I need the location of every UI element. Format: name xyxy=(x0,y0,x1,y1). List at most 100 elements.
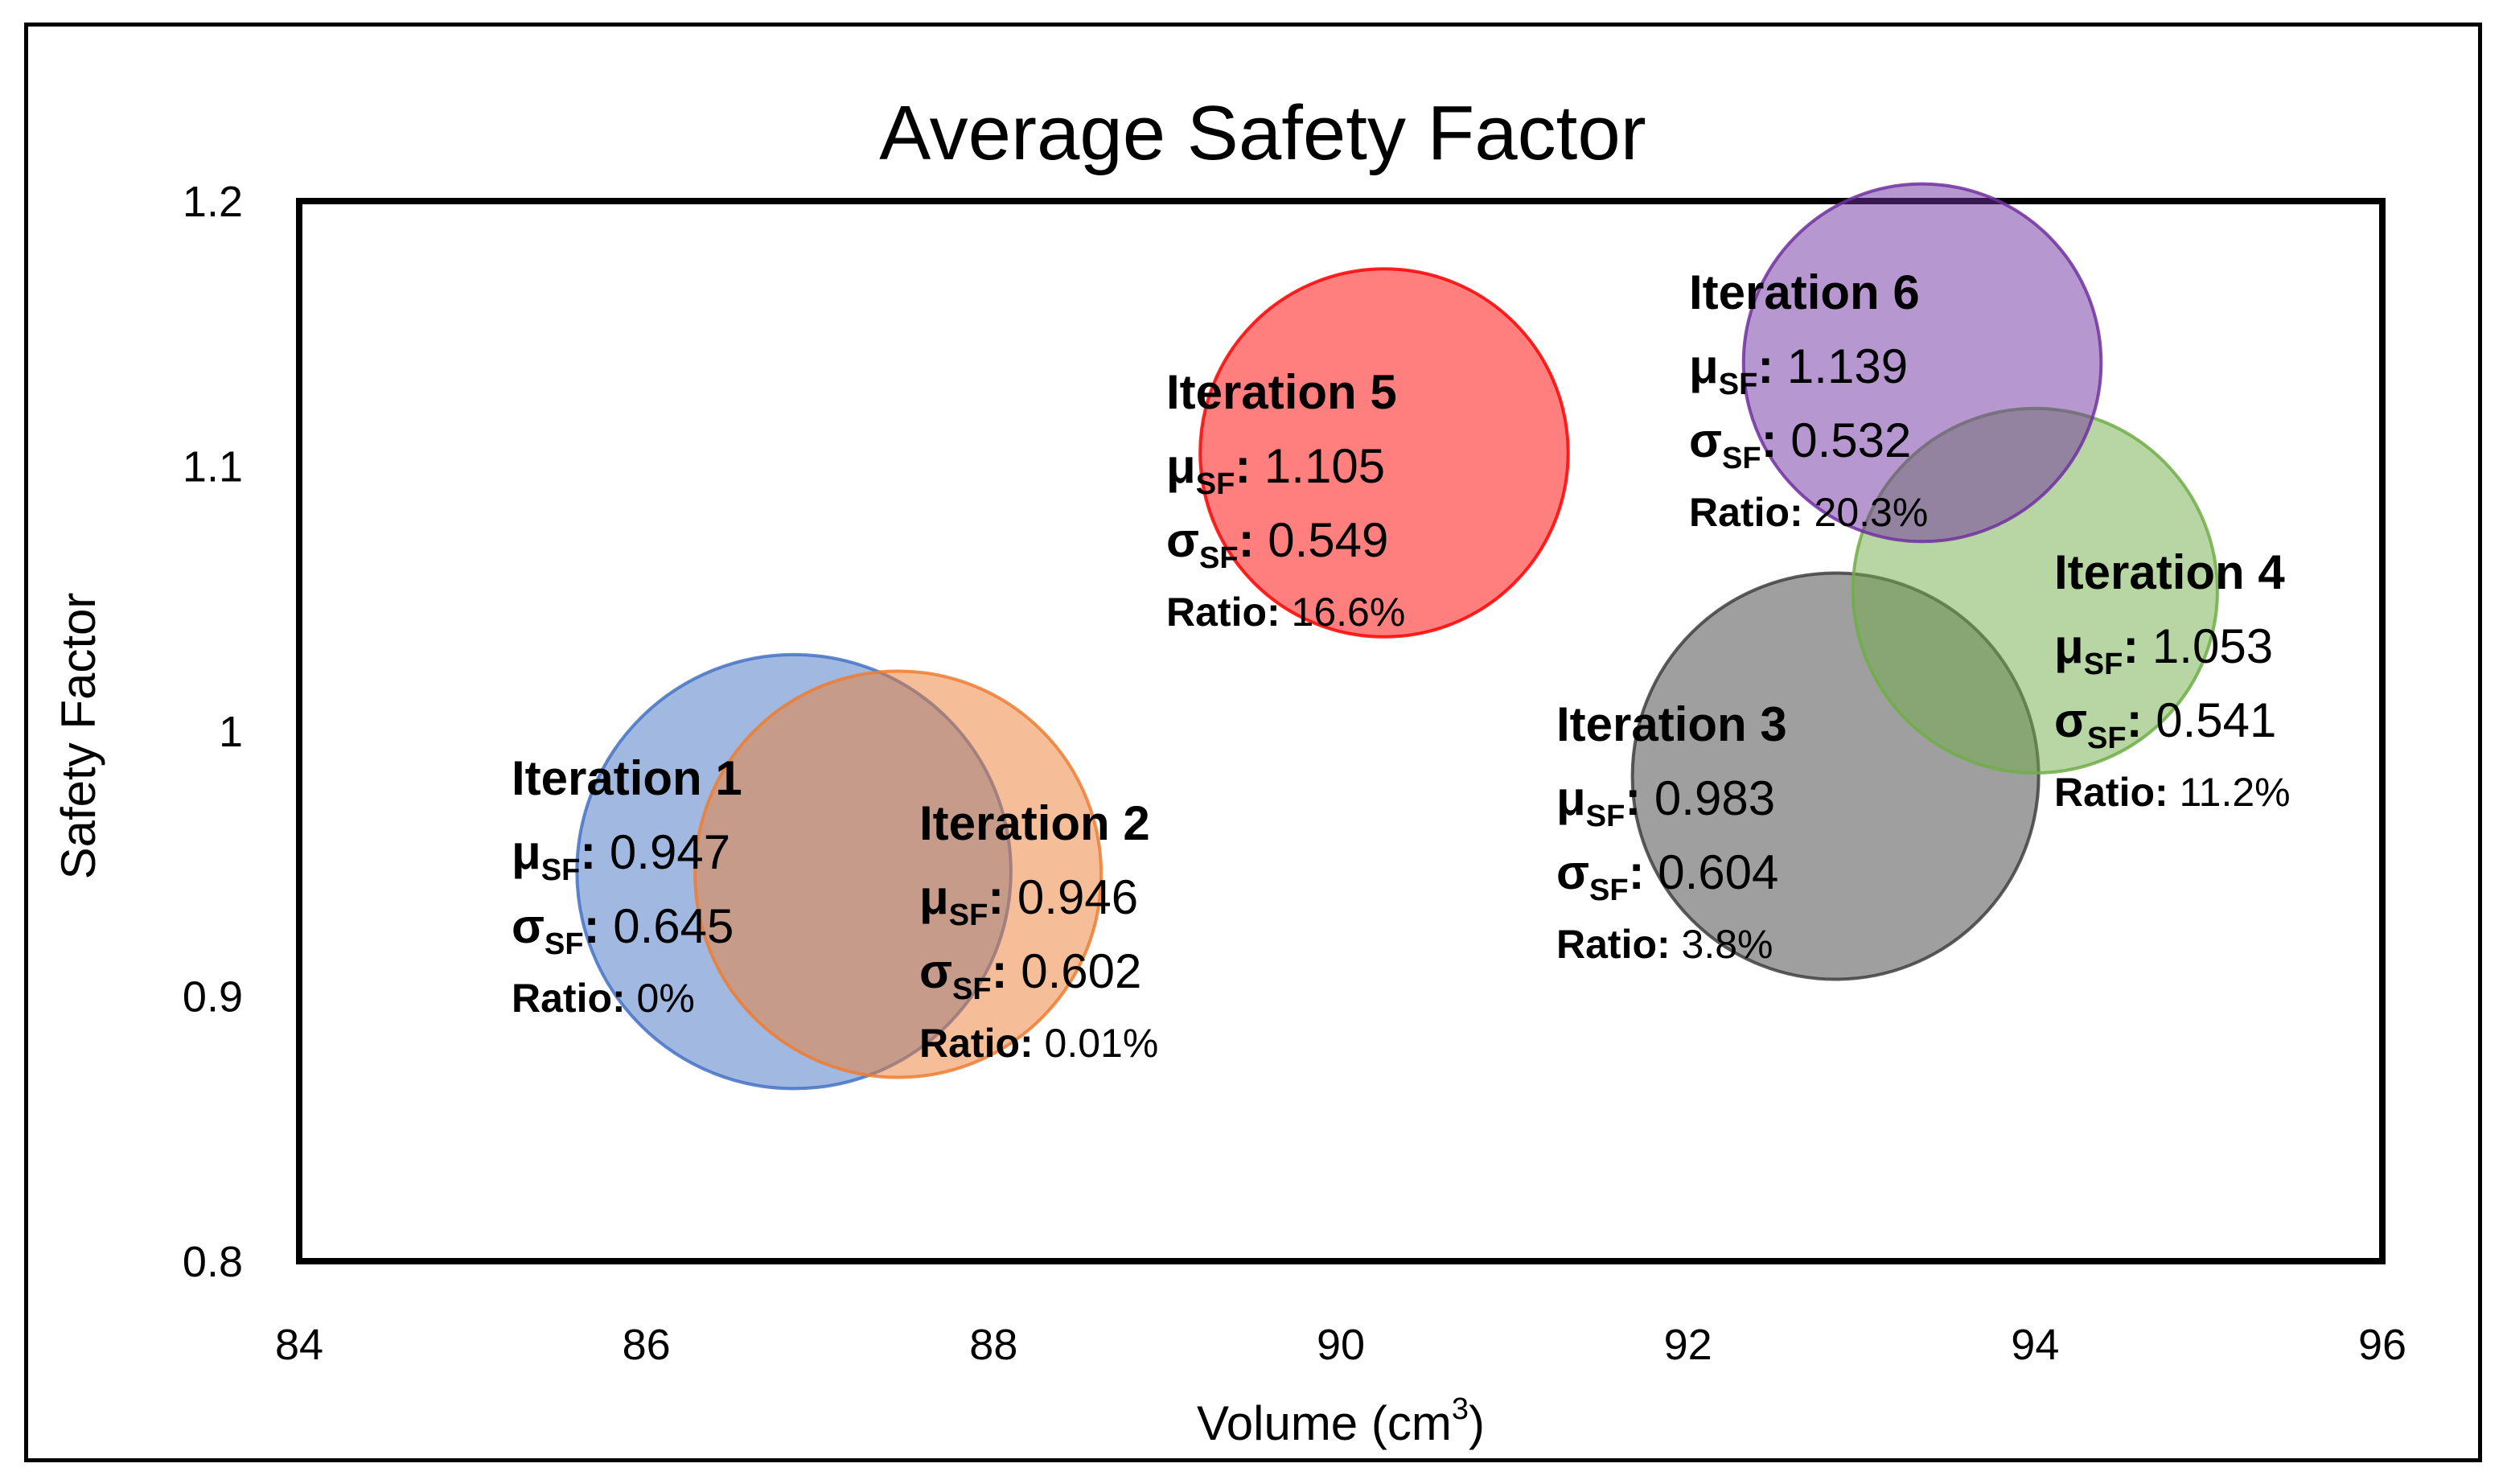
annotation-std-symbol: σ xyxy=(1556,845,1589,899)
annotation-ratio-label: Ratio: xyxy=(2054,770,2168,815)
annotation-std-subscript: SF xyxy=(1589,874,1629,907)
annotation-std-value: 0.532 xyxy=(1778,413,1912,467)
annotation-mean-subscript: SF xyxy=(949,898,988,932)
annotation-std: σSF: 0.541 xyxy=(2054,693,2276,755)
x-tick-label: 86 xyxy=(623,1321,671,1369)
annotation-mean-colon: : xyxy=(1757,339,1773,393)
annotation-ratio-label: Ratio: xyxy=(1689,490,1803,535)
annotation-title: Iteration 5 xyxy=(1166,365,1397,419)
annotation-ratio-value: 11.2% xyxy=(2168,770,2291,815)
annotation-mean: μSF: 0.946 xyxy=(919,870,1138,932)
annotation-mean-colon: : xyxy=(580,825,596,879)
annotation-title: Iteration 3 xyxy=(1556,697,1787,751)
annotation-mean-value: 0.947 xyxy=(596,825,730,879)
x-axis-ticks: 84 86 88 90 92 94 96 xyxy=(275,1321,2406,1369)
annotation-mean-value: 1.053 xyxy=(2139,619,2273,673)
annotation-std-colon: : xyxy=(1629,845,1645,899)
x-tick-label: 94 xyxy=(2011,1321,2059,1369)
annotation-std-subscript: SF xyxy=(952,972,992,1006)
y-axis-label: Safety Factor xyxy=(51,593,105,880)
annotation-std-colon: : xyxy=(584,899,600,953)
annotation-mean-value: 0.946 xyxy=(1004,870,1138,924)
annotation-mean-colon: : xyxy=(988,870,1004,924)
annotation-ratio-value: 0% xyxy=(626,976,695,1021)
annotation-mean-symbol: μ xyxy=(1166,439,1196,493)
annotation-mean-subscript: SF xyxy=(1719,368,1758,401)
annotation-std-colon: : xyxy=(1239,513,1255,567)
y-tick-label: 1 xyxy=(219,708,243,756)
annotation-ratio-label: Ratio: xyxy=(1556,922,1671,967)
annotation-mean-symbol: μ xyxy=(512,825,541,879)
annotation-std-subscript: SF xyxy=(1722,442,1761,475)
annotation-std-colon: : xyxy=(992,944,1008,998)
y-tick-label: 1.2 xyxy=(183,178,243,226)
annotation-mean: μSF: 0.947 xyxy=(512,825,730,887)
annotation-ratio: Ratio: 11.2% xyxy=(2054,770,2291,815)
bubble-iteration-2 xyxy=(693,669,1103,1079)
annotation-std-value: 0.645 xyxy=(600,899,734,953)
annotation-std: σSF: 0.604 xyxy=(1556,845,1778,907)
bubble-iteration-5 xyxy=(1198,267,1570,639)
annotation-std-symbol: σ xyxy=(2054,693,2087,747)
annotation-title: Iteration 1 xyxy=(512,751,742,805)
annotation-std-colon: : xyxy=(2127,693,2143,747)
annotation-std-subscript: SF xyxy=(545,927,584,961)
annotation-mean-symbol: μ xyxy=(1556,771,1586,825)
x-axis-label: Volume (cm3) xyxy=(1197,1392,1485,1450)
annotation-ratio: Ratio: 20.3% xyxy=(1689,490,1928,535)
annotation-mean-value: 1.139 xyxy=(1773,339,1908,393)
annotation-mean-colon: : xyxy=(1235,439,1251,493)
x-axis-label-text: Volume (cm xyxy=(1197,1396,1452,1450)
annotation-mean: μSF: 1.139 xyxy=(1689,339,1908,401)
bubble-iteration-6 xyxy=(1741,182,2103,544)
annotation-ratio: Ratio: 3.8% xyxy=(1556,922,1773,967)
x-axis-label-superscript: 3 xyxy=(1452,1392,1469,1426)
annotation-std-symbol: σ xyxy=(919,944,952,998)
annotation-std-symbol: σ xyxy=(512,899,545,953)
x-tick-label: 84 xyxy=(275,1321,323,1369)
annotation-ratio-value: 0.01% xyxy=(1034,1021,1159,1066)
annotation-ratio: Ratio: 0% xyxy=(512,976,695,1021)
annotation-mean-colon: : xyxy=(2123,619,2139,673)
annotation-title: Iteration 4 xyxy=(2054,545,2285,599)
annotation-std: σSF: 0.532 xyxy=(1689,413,1911,475)
annotation-title: Iteration 2 xyxy=(919,796,1150,850)
chart-title: Average Safety Factor xyxy=(879,90,1646,176)
x-tick-label: 92 xyxy=(1664,1321,1712,1369)
annotation-mean-subscript: SF xyxy=(2084,647,2123,681)
annotation-mean-symbol: μ xyxy=(2054,619,2084,673)
annotation-mean-subscript: SF xyxy=(541,853,581,887)
annotation-ratio-label: Ratio: xyxy=(919,1021,1034,1066)
y-tick-label: 1.1 xyxy=(183,443,243,491)
annotation-mean-subscript: SF xyxy=(1586,800,1625,833)
x-tick-label: 96 xyxy=(2358,1321,2406,1369)
x-tick-label: 88 xyxy=(969,1321,1017,1369)
annotation-std-value: 0.541 xyxy=(2143,693,2277,747)
annotation-ratio-label: Ratio: xyxy=(512,976,626,1021)
annotation-iteration-4: Iteration 4 μSF: 1.053 σSF: 0.541 Ratio: 11… xyxy=(2054,545,2291,815)
y-axis-ticks: 0.8 0.9 1 1.1 1.2 xyxy=(183,178,243,1286)
annotation-std-symbol: σ xyxy=(1166,513,1199,567)
annotation-std-symbol: σ xyxy=(1689,413,1722,467)
annotation-mean-value: 1.105 xyxy=(1251,439,1385,493)
annotation-std-value: 0.602 xyxy=(1008,944,1142,998)
annotation-std-subscript: SF xyxy=(1199,541,1239,575)
annotation-std: σSF: 0.549 xyxy=(1166,513,1388,575)
annotation-ratio-value: 16.6% xyxy=(1280,590,1406,635)
annotation-std: σSF: 0.645 xyxy=(512,899,734,961)
annotation-mean-symbol: μ xyxy=(1689,339,1719,393)
annotation-mean-value: 0.983 xyxy=(1641,771,1775,825)
annotation-mean: μSF: 0.983 xyxy=(1556,771,1775,833)
annotation-std-value: 0.549 xyxy=(1255,513,1389,567)
annotation-ratio-label: Ratio: xyxy=(1166,590,1280,635)
annotation-ratio: Ratio: 16.6% xyxy=(1166,590,1405,635)
annotation-mean: μSF: 1.105 xyxy=(1166,439,1385,501)
annotation-ratio-value: 3.8% xyxy=(1671,922,1773,967)
annotation-mean-colon: : xyxy=(1625,771,1641,825)
